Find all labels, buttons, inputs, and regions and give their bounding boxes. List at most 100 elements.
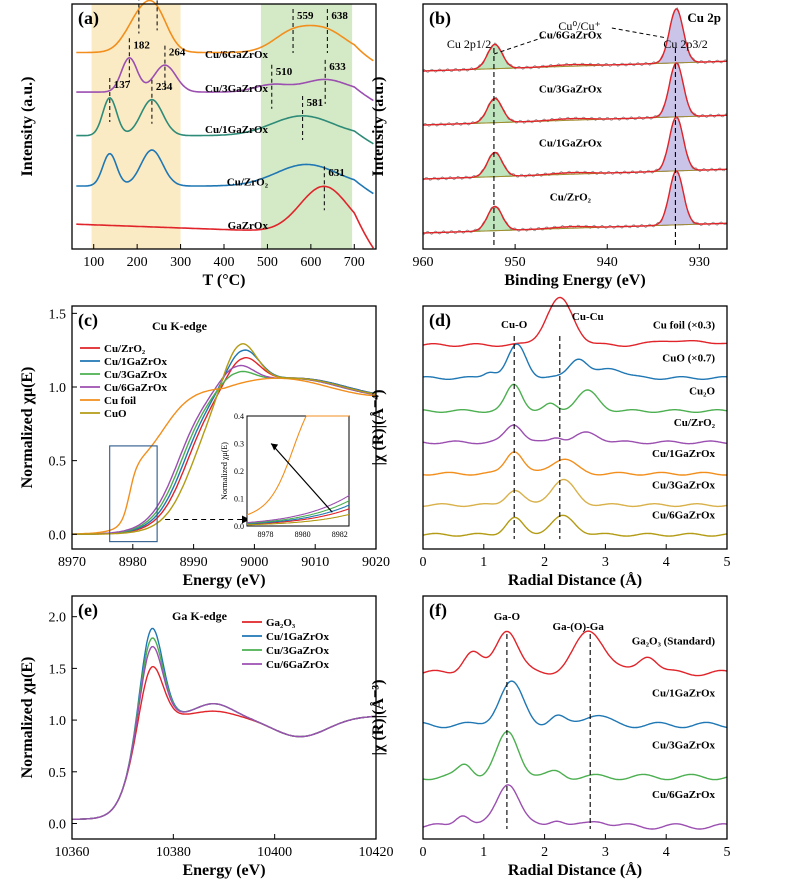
- x-tick-label: 3: [602, 555, 609, 570]
- x-tick-label: 5: [724, 845, 731, 860]
- series-label: Cu/3GaZrOx: [652, 480, 715, 492]
- x-tick-label: 9000: [240, 555, 268, 570]
- y-axis-label: Normalized χμ(E): [19, 367, 36, 489]
- plot-frame: [422, 3, 728, 250]
- panel-label: (c): [78, 310, 98, 331]
- legend-entry: Cu/3GaZrOx: [266, 645, 329, 657]
- inset-x-tick: 8978: [258, 530, 274, 539]
- x-tick-label: 9020: [362, 555, 390, 570]
- x-tick-label: 930: [689, 255, 710, 270]
- panel-label: (b): [429, 8, 451, 29]
- x-tick-label: 8980: [119, 555, 147, 570]
- temperature-band: [91, 4, 181, 249]
- peak-label: 204: [143, 0, 160, 3]
- series-label: Cu/6GaZrOx: [652, 509, 715, 521]
- series-label: Cu/ZrO₂: [227, 176, 269, 188]
- x-tick-label: 100: [83, 255, 104, 270]
- x-tick-label: 10380: [156, 845, 191, 860]
- x-tick-label: 4: [663, 845, 670, 860]
- x-tick-label: 960: [413, 255, 434, 270]
- inset-line-2: [247, 500, 350, 524]
- x-tick-label: 1: [480, 845, 487, 860]
- peak-label: 234: [156, 81, 173, 93]
- peak-label: 633: [329, 61, 346, 73]
- inset-line-5: [247, 513, 350, 526]
- series-label: Cu/1GaZrOx: [539, 138, 602, 150]
- x-tick-label: 500: [257, 255, 278, 270]
- series-label: Cu/3GaZrOx: [539, 84, 602, 96]
- arrow-line: [611, 27, 668, 39]
- series-label: CuO (×0.7): [662, 353, 715, 365]
- plot-frame: [422, 305, 728, 550]
- x-tick-label: 2: [541, 555, 548, 570]
- series-label: Cu/ZrO₂: [550, 192, 592, 204]
- x-tick-label: 0: [420, 555, 427, 570]
- x-tick-label: 4: [663, 555, 670, 570]
- series-line-3: [422, 424, 728, 445]
- bond-label: Ga-O: [494, 611, 521, 623]
- x-tick-label: 9010: [301, 555, 329, 570]
- x-tick-label: 5: [724, 555, 731, 570]
- inset-line-3: [246, 495, 350, 524]
- panel-a: 204246559638Cu/6GaZrOx182264510633Cu/3Ga…: [19, 0, 377, 289]
- y-axis-label: |χ (R)|(Å⁻⁴): [369, 389, 387, 465]
- peak-label: 631: [328, 167, 345, 179]
- y-tick-label: 2.0: [49, 611, 67, 626]
- series-label: Cu₂O: [689, 386, 715, 398]
- legend-entry: Cu/6GaZrOx: [266, 659, 329, 671]
- series-label: Cu/1GaZrOx: [205, 124, 268, 136]
- inset-y-tick: 0.2: [234, 467, 244, 476]
- series-line-3: [422, 784, 728, 830]
- fitted-peak-area: [653, 116, 700, 172]
- series-label: Cu/1GaZrOx: [652, 687, 715, 699]
- panel-label: (e): [78, 600, 98, 621]
- plot-frame: [422, 595, 728, 840]
- x-tick-label: 0: [420, 845, 427, 860]
- chart-title: Cu K-edge: [152, 319, 208, 333]
- x-axis-label: Radial Distance (Å): [508, 861, 642, 879]
- series-line-4: [72, 377, 377, 535]
- x-tick-label: 8970: [58, 555, 86, 570]
- y-tick-label: 1.5: [49, 662, 67, 677]
- series-line-1: [422, 343, 728, 380]
- x-tick-label: 1: [480, 555, 487, 570]
- y-tick-label: 0.5: [49, 455, 67, 470]
- series-label: Cu/6GaZrOx: [539, 30, 602, 42]
- series-label: Cu/3GaZrOx: [205, 83, 268, 95]
- inset-x-tick: 8980: [295, 530, 311, 539]
- fitted-peak-area: [653, 170, 700, 226]
- y-tick-label: 1.0: [49, 714, 67, 729]
- series-label: Cu/1GaZrOx: [652, 448, 715, 460]
- y-axis-label: |χ (R)|(Å⁻³): [369, 679, 387, 755]
- y-axis-label: Normalized χμ(E): [19, 657, 36, 779]
- x-tick-label: 200: [127, 255, 148, 270]
- series-label: Cu/6GaZrOx: [652, 789, 715, 801]
- series-line-4: [422, 451, 727, 476]
- panel-b: Cu/6GaZrOx Cu/3GaZrOx Cu/1GaZrOx Cu/ZrO₂ Cu …: [370, 3, 728, 289]
- zoom-arrow-head: [242, 515, 250, 524]
- series-line-4: [76, 185, 375, 249]
- series-label: Cu foil (×0.3): [653, 320, 716, 332]
- series-line-6: [422, 514, 728, 537]
- inset-line-0: [246, 508, 350, 525]
- fit-envelope: [423, 62, 727, 126]
- annotation-2p32: Cu 2p3/2: [663, 37, 707, 51]
- series-line-3: [72, 645, 377, 820]
- panel-e: Ga₂O₃ Cu/1GaZrOx Cu/3GaZrOx Cu/6GaZrOx Ga K-…: [19, 595, 394, 879]
- fit-envelope: [423, 116, 727, 180]
- series-line-5: [422, 478, 728, 508]
- x-tick-label: 8990: [180, 555, 208, 570]
- plot-frame: [71, 595, 377, 840]
- plot-frame: [71, 305, 377, 550]
- panel-label: (a): [78, 8, 99, 29]
- x-tick-label: 10420: [359, 845, 394, 860]
- inset-x-tick: 8982: [332, 530, 348, 539]
- x-axis-label: Energy (eV): [182, 572, 265, 589]
- x-axis-label: Energy (eV): [182, 862, 265, 879]
- legend-entry: Cu/3GaZrOx: [104, 369, 167, 381]
- series-line-0: [422, 296, 728, 347]
- x-axis-label: T (°C): [203, 272, 246, 289]
- legend-entry: CuO: [104, 408, 127, 420]
- legend-entry: Cu foil: [104, 395, 136, 407]
- inset-frame: [246, 415, 350, 527]
